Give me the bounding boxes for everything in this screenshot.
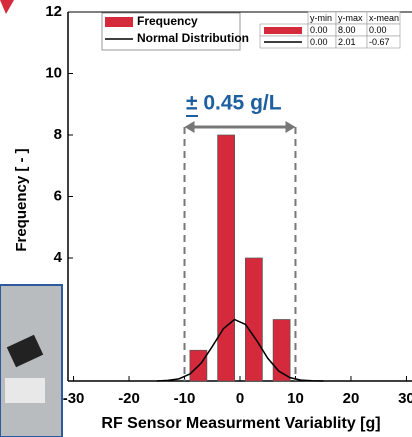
x-tick-label: 0 xyxy=(236,390,244,407)
x-tick-label: -20 xyxy=(118,390,140,407)
photo-detail xyxy=(5,378,45,403)
y-tick-label: 6 xyxy=(54,187,62,204)
table-value: 8.00 xyxy=(338,25,356,35)
photo-inset xyxy=(0,284,63,437)
table-value: -0.67 xyxy=(369,37,390,47)
table-header: y-min xyxy=(310,13,332,23)
corner-mark xyxy=(0,0,14,14)
bar xyxy=(272,319,291,382)
annotation: ± 0.45 g/L xyxy=(186,92,282,115)
table-value: 2.01 xyxy=(338,37,356,47)
bar xyxy=(245,257,263,382)
x-tick-label: 30 xyxy=(398,390,412,407)
table-value: 0.00 xyxy=(310,25,328,35)
table-header: x-mean xyxy=(369,13,399,23)
bar xyxy=(217,134,235,382)
normal-curve xyxy=(156,318,324,382)
y-axis-label: Frequency [ - ] xyxy=(13,148,30,251)
x-tick-label: -10 xyxy=(174,390,196,407)
y-tick-label: 10 xyxy=(45,64,62,81)
table-value: 0.00 xyxy=(369,25,387,35)
x-tick-label: 10 xyxy=(287,390,304,407)
x-axis-label: RF Sensor Measurment Variablity [g] xyxy=(101,415,380,432)
y-tick-label: 8 xyxy=(54,126,62,143)
x-tick-label: 20 xyxy=(343,390,360,407)
x-tick-label: -30 xyxy=(63,390,85,407)
table-swatch xyxy=(264,27,302,34)
photo-detail xyxy=(6,334,44,368)
y-tick-label: 12 xyxy=(45,3,62,20)
table-value: 0.00 xyxy=(310,37,328,47)
legend-swatch xyxy=(105,17,133,27)
y-tick-label: 4 xyxy=(54,249,63,266)
table-cell xyxy=(366,35,401,49)
legend-label: Normal Distribution xyxy=(137,31,249,45)
table-header: y-max xyxy=(338,13,363,23)
legend-label: Frequency xyxy=(137,14,198,28)
